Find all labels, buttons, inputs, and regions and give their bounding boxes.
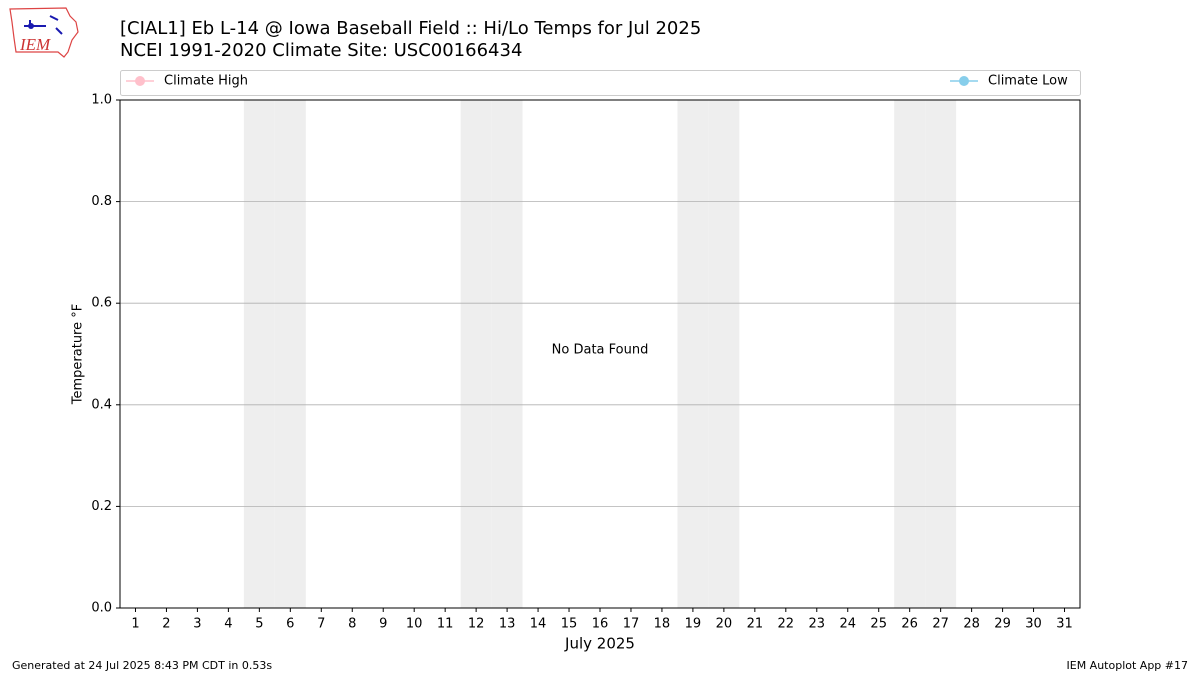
shaded-day: [894, 100, 926, 608]
x-tick-label: 22: [778, 617, 795, 632]
x-tick-label: 21: [747, 617, 764, 632]
legend-label: Climate Low: [988, 74, 1068, 89]
x-tick-label: 24: [839, 617, 856, 632]
shaded-day: [243, 100, 275, 608]
shaded-day: [925, 100, 957, 608]
shaded-day: [708, 100, 740, 608]
y-tick-label: 0.8: [91, 194, 112, 209]
x-tick-label: 1: [131, 617, 139, 632]
legend-marker: [959, 76, 969, 86]
x-tick-label: 13: [499, 617, 516, 632]
x-tick-label: 5: [255, 617, 263, 632]
x-tick-label: 26: [901, 617, 918, 632]
x-tick-label: 6: [286, 617, 294, 632]
shaded-day: [677, 100, 709, 608]
x-tick-label: 31: [1056, 617, 1073, 632]
x-tick-label: 4: [224, 617, 232, 632]
shaded-day: [274, 100, 306, 608]
chart-title: [CIAL1] Eb L-14 @ Iowa Baseball Field ::…: [120, 18, 701, 39]
y-tick-label: 0.4: [91, 397, 112, 412]
y-tick-label: 0.0: [91, 601, 112, 616]
x-tick-label: 11: [437, 617, 454, 632]
x-tick-label: 28: [963, 617, 980, 632]
legend-box: [120, 70, 1081, 96]
x-tick-label: 12: [468, 617, 485, 632]
chart-subtitle: NCEI 1991-2020 Climate Site: USC00166434: [120, 40, 522, 61]
logo-mark: [24, 15, 63, 35]
footer-left: Generated at 24 Jul 2025 8:43 PM CDT in …: [12, 659, 272, 672]
x-tick-label: 14: [530, 617, 547, 632]
x-tick-label: 8: [348, 617, 356, 632]
x-tick-label: 23: [809, 617, 826, 632]
x-axis-label: July 2025: [564, 635, 635, 653]
x-tick-label: 20: [716, 617, 733, 632]
x-tick-label: 10: [406, 617, 423, 632]
y-axis-label: Temperature °F: [71, 304, 86, 405]
logo: IEM: [9, 7, 79, 58]
x-tick-label: 25: [870, 617, 887, 632]
logo-outline: [9, 7, 79, 58]
x-tick-label: 7: [317, 617, 325, 632]
footer-right: IEM Autoplot App #17: [1067, 659, 1189, 672]
x-tick-label: 18: [654, 617, 671, 632]
x-tick-label: 30: [1025, 617, 1042, 632]
y-tick-label: 0.6: [91, 296, 112, 311]
x-tick-label: 27: [932, 617, 949, 632]
plot-frame: [119, 99, 1081, 609]
x-tick-label: 15: [561, 617, 578, 632]
shaded-day: [460, 100, 492, 608]
legend-marker: [135, 76, 145, 86]
x-tick-label: 3: [193, 617, 201, 632]
annotation: No Data Found: [552, 343, 649, 358]
logo-text: IEM: [19, 35, 51, 54]
y-tick-label: 0.2: [91, 499, 112, 514]
x-tick-label: 2: [162, 617, 170, 632]
logo-dot: [28, 23, 34, 29]
legend-label: Climate High: [164, 74, 248, 89]
y-tick-label: 1.0: [91, 93, 112, 108]
x-tick-label: 19: [685, 617, 702, 632]
x-tick-label: 29: [994, 617, 1011, 632]
x-tick-label: 9: [379, 617, 387, 632]
x-tick-label: 16: [592, 617, 609, 632]
shaded-day: [491, 100, 523, 608]
x-tick-label: 17: [623, 617, 640, 632]
